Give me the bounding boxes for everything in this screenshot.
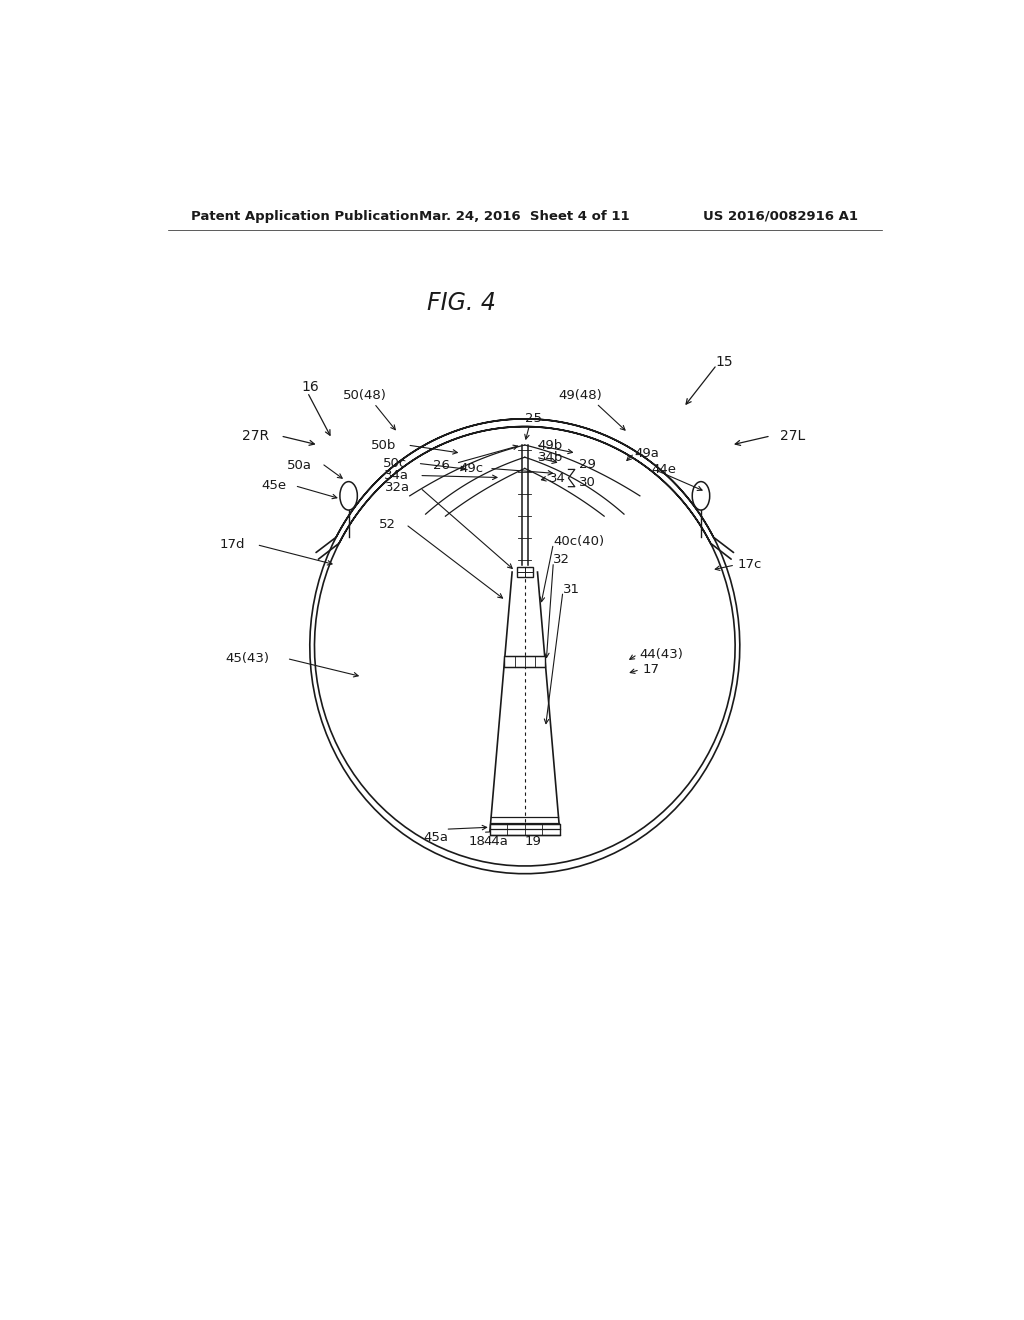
Text: 50b: 50b: [371, 438, 396, 451]
Text: US 2016/0082916 A1: US 2016/0082916 A1: [703, 210, 858, 223]
Bar: [517, 568, 532, 577]
Text: 40c(40): 40c(40): [553, 535, 604, 548]
Text: 27R: 27R: [242, 429, 269, 444]
Text: 44e: 44e: [652, 463, 677, 477]
Text: 17: 17: [642, 663, 659, 676]
Text: 50a: 50a: [287, 459, 312, 471]
Text: 16: 16: [301, 380, 318, 395]
Text: 44(43): 44(43): [640, 648, 684, 661]
Text: 49(48): 49(48): [558, 389, 602, 403]
Text: 18: 18: [469, 836, 485, 849]
Text: 34b: 34b: [538, 450, 563, 463]
Text: 26: 26: [433, 459, 451, 471]
Text: 30: 30: [579, 477, 596, 490]
Text: 17c: 17c: [737, 558, 762, 572]
Text: 34: 34: [549, 473, 565, 484]
Bar: [490, 824, 559, 834]
Text: 52: 52: [379, 517, 396, 531]
Text: 32a: 32a: [385, 482, 410, 494]
Text: 49a: 49a: [634, 446, 659, 459]
Text: 44a: 44a: [483, 836, 509, 849]
Text: 50c: 50c: [383, 457, 408, 470]
Text: Mar. 24, 2016  Sheet 4 of 11: Mar. 24, 2016 Sheet 4 of 11: [420, 210, 630, 223]
Text: Patent Application Publication: Patent Application Publication: [191, 210, 419, 223]
Text: 29: 29: [579, 458, 596, 471]
Text: 34a: 34a: [384, 469, 409, 482]
Text: 49c: 49c: [460, 462, 483, 475]
Text: 15: 15: [715, 355, 733, 368]
Text: 50(48): 50(48): [343, 389, 386, 403]
Text: 31: 31: [563, 583, 580, 595]
Text: 25: 25: [524, 412, 542, 425]
Text: 32: 32: [553, 553, 570, 566]
Text: 19: 19: [524, 836, 542, 849]
Text: FIG. 4: FIG. 4: [427, 290, 496, 314]
Text: 45a: 45a: [423, 832, 449, 845]
Text: 45e: 45e: [261, 479, 287, 492]
Bar: [505, 656, 545, 667]
Text: 27L: 27L: [780, 429, 806, 444]
Text: 17d: 17d: [220, 539, 246, 552]
Text: 45(43): 45(43): [225, 652, 269, 665]
Text: 49b: 49b: [538, 438, 563, 451]
